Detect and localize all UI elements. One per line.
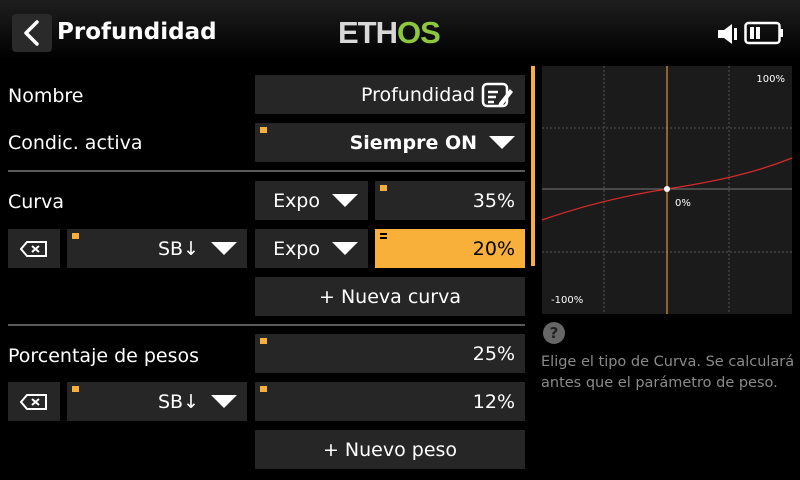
weight-label: Porcentaje de pesos [8, 345, 200, 367]
battery-icon [744, 21, 783, 45]
curve-source-value: SB↓ [157, 237, 199, 260]
name-field[interactable]: Profundidad [255, 75, 525, 114]
menu-mark-icon [380, 233, 387, 239]
graph-top-label: 100% [756, 74, 785, 85]
name-value: Profundidad [360, 83, 475, 106]
graph-center-label: 0% [675, 198, 691, 209]
curve2-value: 20% [472, 237, 515, 260]
backspace-icon [20, 240, 47, 257]
dropdown-arrow-icon [211, 242, 237, 255]
weight-value-field[interactable]: 25% [255, 334, 525, 373]
menu-mark-icon [260, 386, 267, 392]
menu-mark-icon [260, 338, 267, 344]
weight-source-value: SB↓ [157, 390, 199, 413]
edit-icon [481, 82, 513, 107]
dropdown-arrow-icon [332, 242, 358, 255]
curve-source-dropdown[interactable]: SB↓ [67, 229, 247, 268]
help-text: Elige el tipo de Curva. Se calculará ant… [541, 354, 795, 391]
new-curve-button[interactable]: + Nueva curva [255, 277, 525, 316]
header-bar [0, 0, 800, 60]
menu-mark-icon [260, 127, 267, 133]
curve2-type-value: Expo [273, 237, 320, 260]
name-label: Nombre [8, 85, 84, 107]
speaker-icon[interactable] [716, 22, 740, 46]
new-weight-button[interactable]: + Nuevo peso [255, 430, 525, 469]
menu-mark-icon [72, 386, 79, 392]
backspace-icon [20, 393, 47, 410]
curve-label: Curva [8, 191, 65, 213]
curve-graph: 100% 0% -100% [542, 66, 792, 314]
weight2-value: 12% [472, 390, 515, 413]
active-condition-label: Condic. activa [8, 132, 143, 154]
curve-value-field[interactable]: 35% [375, 181, 525, 220]
weight-value: 25% [472, 342, 515, 365]
ethos-logo: ETHOS [338, 16, 441, 48]
scrollbar[interactable] [531, 66, 535, 266]
svg-text:ETHOS: ETHOS [338, 16, 440, 48]
curve-value: 35% [472, 189, 515, 212]
curve-type-value: Expo [273, 189, 320, 212]
help-icon: ? [543, 322, 565, 344]
menu-mark-icon [72, 233, 79, 239]
back-button[interactable] [12, 14, 52, 52]
delete-weight-button[interactable] [8, 382, 60, 421]
dropdown-arrow-icon [211, 395, 237, 408]
curve2-value-field[interactable]: 20% [375, 229, 525, 268]
divider [8, 324, 525, 326]
curve2-type-dropdown[interactable]: Expo [255, 229, 368, 268]
weight-source-dropdown[interactable]: SB↓ [67, 382, 247, 421]
curve-type-dropdown[interactable]: Expo [255, 181, 368, 220]
active-condition-value: Siempre ON [349, 131, 477, 154]
dropdown-arrow-icon [489, 136, 515, 149]
weight2-value-field[interactable]: 12% [255, 382, 525, 421]
logo-eth: ETH [338, 16, 397, 48]
graph-bottom-label: -100% [551, 295, 583, 306]
delete-curve-button[interactable] [8, 229, 60, 268]
active-condition-dropdown[interactable]: Siempre ON [255, 123, 525, 162]
logo-os: OS [397, 16, 440, 48]
page-title: Profundidad [57, 19, 217, 45]
dropdown-arrow-icon [332, 194, 358, 207]
curve-point [664, 186, 670, 192]
divider [8, 170, 525, 172]
menu-mark-icon [380, 185, 387, 191]
chevron-left-icon [24, 20, 39, 46]
